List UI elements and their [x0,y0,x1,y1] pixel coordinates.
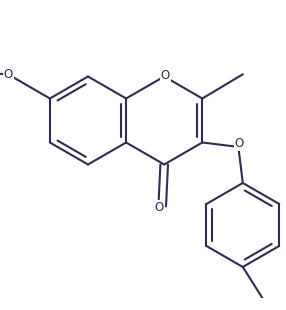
Text: O: O [160,69,170,82]
Text: O: O [155,201,164,214]
Text: O: O [3,68,13,81]
Text: O: O [235,137,244,150]
